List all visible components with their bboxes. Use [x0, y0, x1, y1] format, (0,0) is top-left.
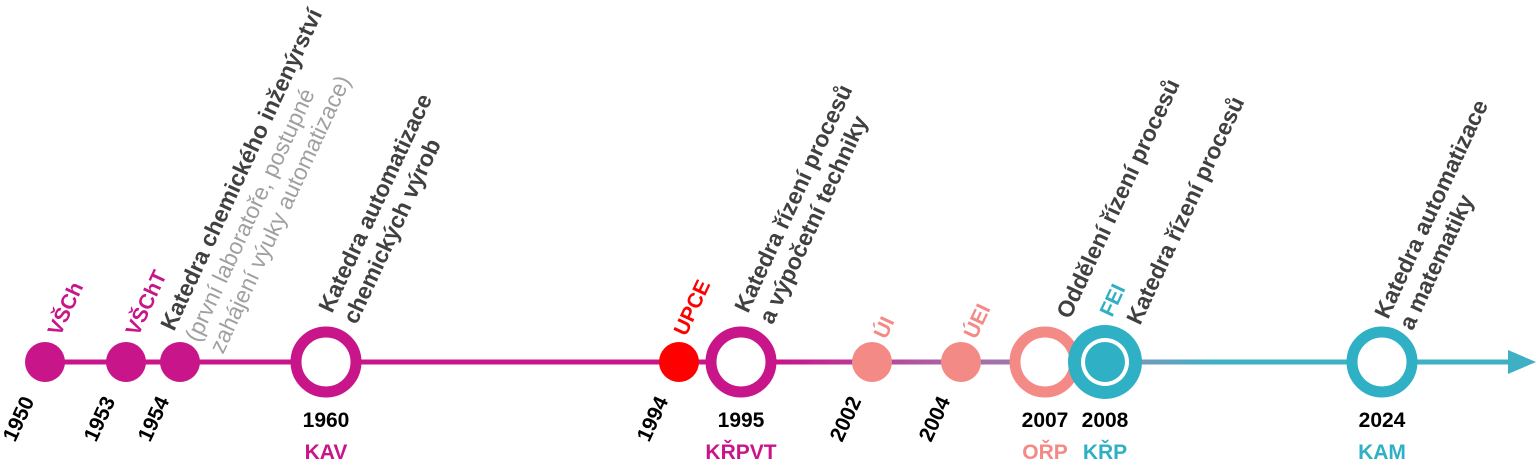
year-group: 1994	[633, 393, 674, 445]
event-ring	[1346, 326, 1418, 398]
event-year: 2024	[1359, 409, 1406, 432]
abbr-group: ÚEI	[959, 300, 996, 342]
event-abbr: KŘP	[1083, 440, 1127, 464]
event-dot	[852, 342, 892, 382]
event-ring	[290, 326, 362, 398]
event-ring	[1009, 326, 1081, 398]
year-group: 1954	[134, 393, 175, 445]
event-abbr: KAV	[305, 441, 348, 464]
abbr-group: VŠCh	[43, 278, 88, 339]
event-abbr: ÚI	[869, 313, 900, 342]
event-year: 1950	[0, 393, 39, 445]
event-abbr: ÚEI	[959, 300, 996, 342]
axis-arrow	[1508, 350, 1536, 374]
year-group: 1950	[0, 393, 39, 445]
event-year: 2004	[915, 393, 956, 445]
event-year: 2007	[1022, 409, 1069, 432]
event-year: 1995	[718, 409, 765, 432]
event-dot	[25, 342, 65, 382]
event-dot	[106, 342, 146, 382]
event-year: 1994	[633, 393, 674, 445]
event-dot	[160, 342, 200, 382]
year-group: 1953	[80, 393, 121, 445]
event-year: 2002	[826, 393, 867, 445]
event-year: 1953	[80, 393, 121, 445]
event-core	[1085, 342, 1125, 382]
abbr-group: ÚI	[869, 313, 900, 342]
year-group: 2004	[915, 393, 956, 445]
event-year: 2008	[1082, 409, 1129, 432]
abbr-group: UPCE	[670, 277, 716, 340]
year-group: 2002	[826, 393, 867, 445]
event-year: 1960	[303, 409, 350, 432]
event-abbr: UPCE	[670, 277, 716, 340]
event-dot	[941, 342, 981, 382]
event-abbr: OŘP	[1022, 440, 1068, 464]
event-ring	[705, 326, 777, 398]
event-dot	[659, 342, 699, 382]
event-abbr: KŘPVT	[705, 440, 776, 464]
event-abbr: KAM	[1358, 441, 1406, 464]
event-year: 1954	[134, 393, 175, 445]
event-abbr: VŠCh	[43, 278, 88, 339]
markers	[25, 325, 1418, 399]
